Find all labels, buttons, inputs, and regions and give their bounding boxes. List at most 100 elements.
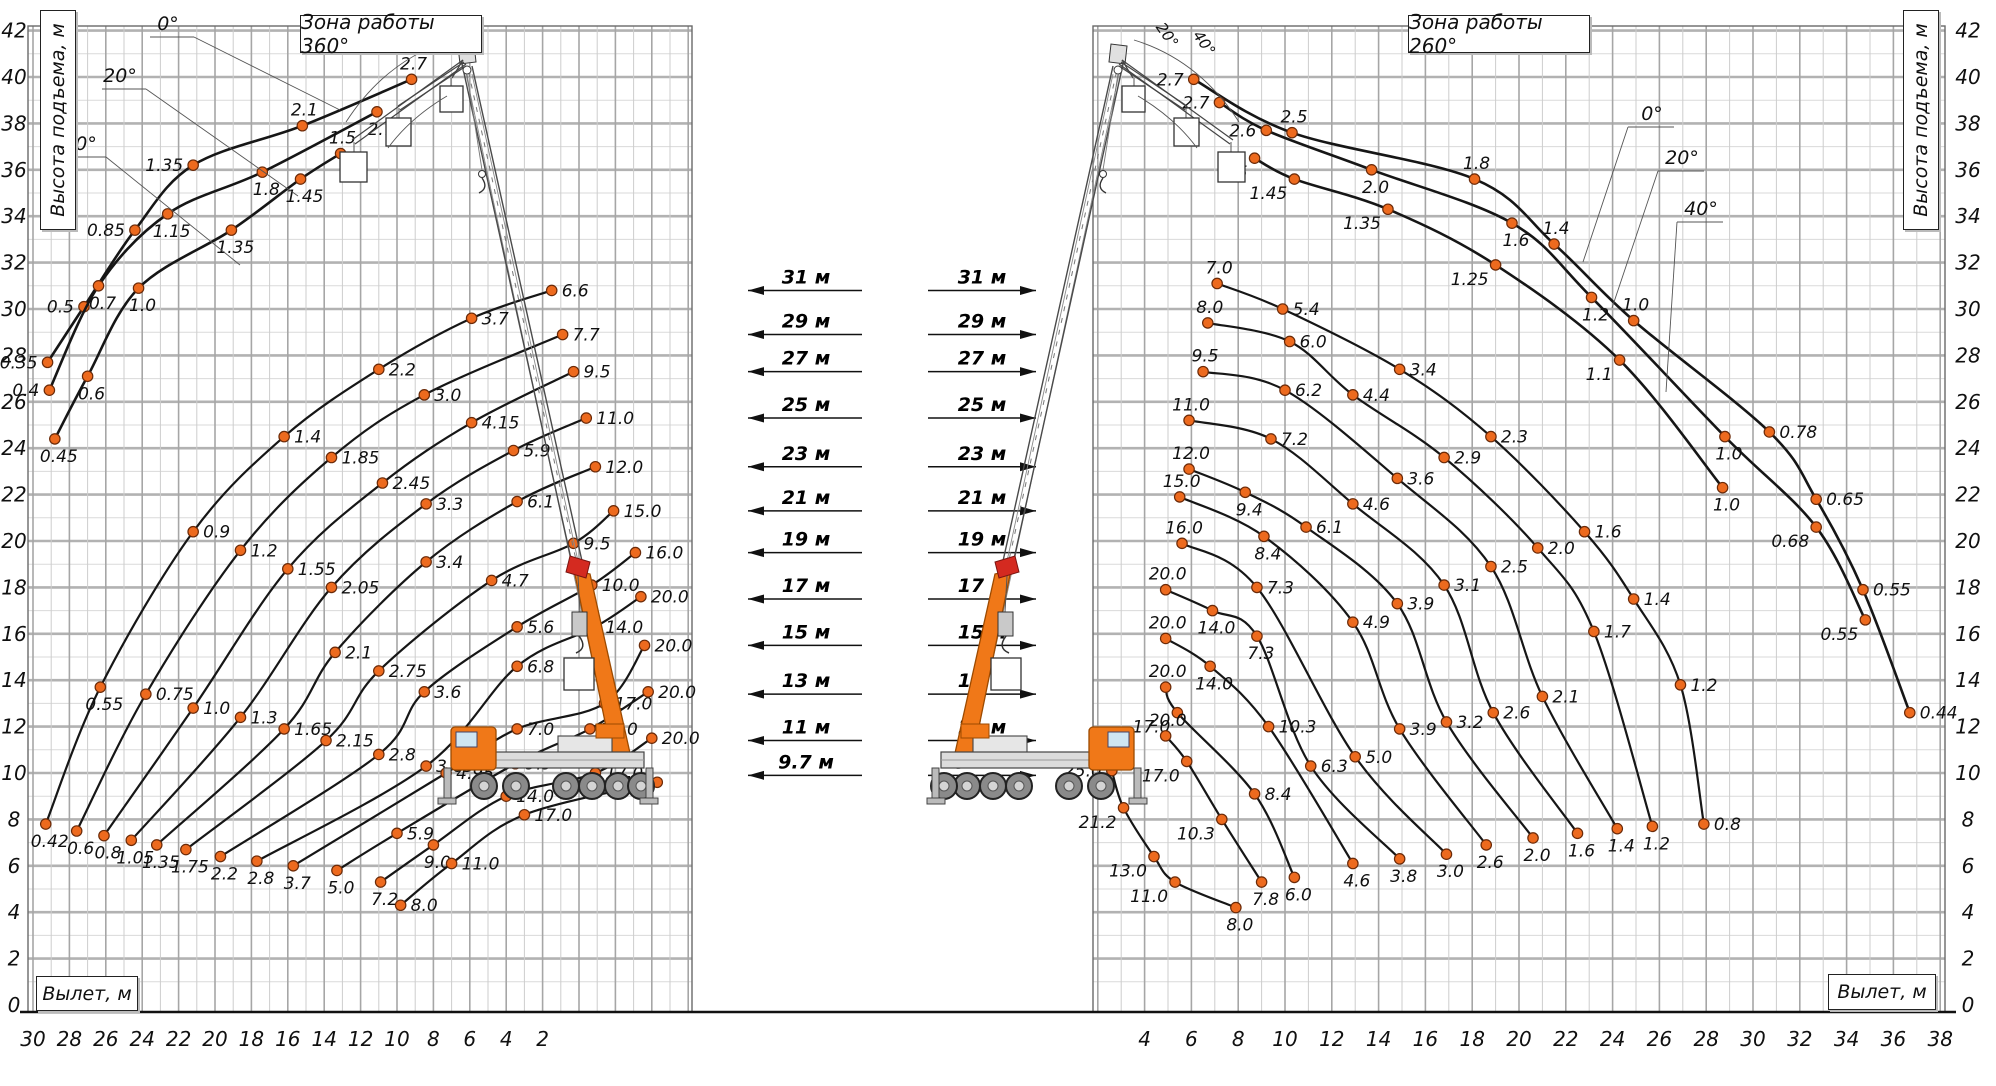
capacity-label: 0.9 (203, 523, 230, 543)
capacity-label: 3.0 (1437, 862, 1464, 882)
y-axis-tick-label: 2 (1962, 947, 1975, 971)
load-curve: 9.5 6.2 3.6 2.5 2.1 1.4 (1192, 347, 1635, 857)
capacity-label: 2.9 (1454, 448, 1481, 468)
data-point (642, 685, 654, 698)
boom-length-label: 17 м (782, 575, 831, 597)
data-point (1262, 720, 1275, 733)
capacity-label: 1.2 (1643, 834, 1670, 854)
data-point (1588, 625, 1600, 638)
x-axis-tick-label: 24 (129, 1027, 154, 1051)
capacity-label: 5.9 (407, 824, 434, 844)
capacity-label: 3.3 (436, 495, 463, 515)
capacity-label: 3.6 (434, 683, 461, 703)
capacity-label: 1.2 (1582, 305, 1609, 325)
data-point (1288, 173, 1301, 185)
y-axis-tick-label: 36 (1, 158, 26, 182)
capacity-label: 6.2 (1295, 381, 1322, 401)
data-point (511, 660, 523, 673)
y-axis-tick-label: 14 (1955, 668, 1980, 692)
capacity-label: 1.0 (203, 699, 230, 719)
x-axis-tick-label: 4 (500, 1027, 513, 1051)
data-point (1265, 433, 1277, 445)
data-point (1489, 259, 1502, 271)
y-axis-tick-label: 16 (1, 622, 26, 646)
data-point (394, 899, 407, 912)
boom-length-arrow: 29 м (748, 311, 862, 340)
capacity-label: 4.6 (1363, 495, 1390, 515)
data-point (580, 412, 593, 424)
capacity-label: 14.0 (1195, 674, 1233, 694)
data-point (1213, 96, 1226, 109)
near-boom-angle-labels: 20° 40° (1152, 19, 1219, 59)
capacity-label: 20.0 (1149, 711, 1187, 731)
right-arrowhead-icon (1020, 548, 1036, 558)
data-point (1480, 839, 1493, 851)
y-axis-tick-label: 4 (8, 900, 21, 924)
data-point (567, 365, 580, 378)
left-arrowhead-icon (748, 770, 764, 780)
data-point (372, 363, 385, 376)
capacity-label: 10.3 (1279, 718, 1317, 738)
data-point (420, 556, 432, 568)
y-axis-tick-label: 26 (1, 390, 26, 414)
data-point (187, 525, 199, 538)
boom-length-arrow: 17 м (748, 575, 862, 604)
x-axis-tick-label: 14 (1366, 1027, 1391, 1051)
capacity-label: 1.8 (253, 180, 280, 200)
capacity-label: 17.0 (534, 806, 572, 826)
y-axis-tick-label: 28 (1955, 343, 1980, 367)
capacity-label: 2.2 (389, 360, 416, 380)
capacity-label: 2.5 (1280, 108, 1307, 128)
data-point (1763, 426, 1776, 438)
capacity-label: 21.2 (1079, 813, 1117, 833)
capacity-label: 16.0 (1165, 518, 1203, 538)
boom-length-label: 23 м (958, 443, 1007, 465)
x-axis-tick-label: 14 (311, 1027, 336, 1051)
data-point (1251, 630, 1263, 642)
data-point (1187, 73, 1200, 86)
boom-length-arrow: 23 м (928, 443, 1036, 472)
capacity-label: 16.0 (645, 544, 683, 564)
boom-length-label: 13 м (782, 670, 831, 692)
capacity-label: 1.35 (145, 156, 183, 176)
y-axis-tick-label: 42 (1, 19, 26, 43)
data-point (1171, 706, 1184, 719)
data-point (1487, 706, 1500, 719)
x-axis-tick-label: 28 (57, 1027, 82, 1051)
capacity-label: 0.35 (0, 353, 38, 373)
data-point (507, 444, 520, 457)
capacity-label: 2.7 (400, 54, 427, 74)
y-axis-tick-label: 24 (1955, 436, 1980, 460)
capacity-label: 2.1 (345, 643, 372, 663)
capacity-label: 2.0 (1362, 178, 1389, 198)
data-point (1716, 481, 1729, 494)
capacity-label: 11.0 (462, 854, 500, 874)
data-point (1578, 525, 1591, 538)
capacity-label: 1.35 (216, 238, 254, 258)
capacity-label: 0.78 (1779, 423, 1817, 443)
capacity-label: 6.6 (562, 281, 589, 301)
load-curve: 0.45 0.6 1.0 1.35 1.45 1.5 (40, 129, 356, 467)
load-curve-path (1164, 734, 1263, 884)
y-axis-tick-label: 14 (1, 668, 26, 692)
capacity-label: 7.0 (527, 720, 554, 740)
data-point (607, 505, 620, 517)
load-curve: 16.0 7.3 5.0 3.0 (1165, 518, 1464, 882)
right-arrowhead-icon (1020, 506, 1036, 516)
capacity-label: 5.0 (327, 878, 354, 898)
load-curve: 2.7 2.5 1.8 1.4 1.0 0.78 0.65 0.55 0.44 (1157, 70, 1958, 723)
data-point (214, 850, 227, 863)
data-point (635, 590, 647, 603)
data-point (1627, 593, 1640, 605)
x-axis-tick-label: 12 (348, 1027, 373, 1051)
capacity-label: 0.55 (1820, 625, 1858, 645)
boom-length-label: 23 м (782, 443, 831, 465)
capacity-label: 11.0 (1172, 395, 1210, 415)
data-point (1611, 822, 1624, 835)
capacity-label: 0.45 (40, 447, 78, 467)
data-point (225, 224, 238, 236)
capacity-label: 1.2 (250, 541, 277, 561)
capacity-label: 9.4 (1236, 500, 1263, 520)
capacity-label: 1.6 (1595, 523, 1622, 543)
x-axis-tick-label: 10 (1272, 1027, 1297, 1051)
